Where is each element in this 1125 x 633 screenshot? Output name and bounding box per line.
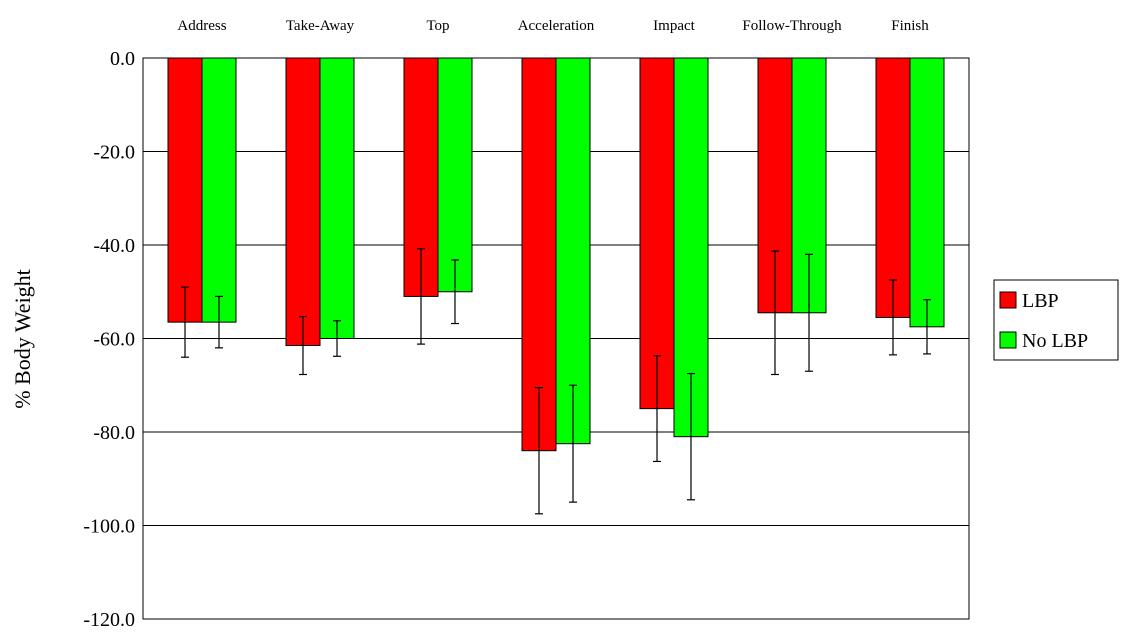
category-label: Take-Away: [286, 18, 355, 34]
bar-no-lbp: [909, 57, 945, 328]
y-tick-label: -100.0: [83, 516, 135, 538]
legend-swatch-lbp: [999, 291, 1017, 309]
bar-no-lbp: [555, 57, 591, 445]
category-label: Top: [426, 18, 449, 34]
bar-no-lbp: [201, 57, 237, 323]
category-label: Acceleration: [518, 18, 595, 34]
y-tick-labels: 0.0 -20.0 -40.0 -60.0 -80.0 -100.0 -120.0: [83, 48, 135, 631]
bar-lbp: [285, 57, 321, 347]
category-label: Impact: [653, 18, 695, 34]
legend-label-no-lbp: No LBP: [1022, 330, 1088, 352]
category-labels: Address Take-Away Top Acceleration Impact Fol…: [177, 18, 929, 34]
y-tick-label: -80.0: [93, 422, 135, 444]
legend: LBP No LBP: [993, 279, 1119, 361]
y-axis-title: % Body Weight: [10, 269, 35, 409]
y-tick-label: 0.0: [110, 48, 135, 70]
y-tick-label: -40.0: [93, 235, 135, 257]
bar-no-lbp: [437, 57, 473, 293]
category-label: Follow-Through: [742, 18, 842, 34]
category-label: Address: [177, 18, 226, 34]
category-label: Finish: [891, 18, 929, 34]
y-tick-label: -20.0: [93, 142, 135, 164]
bar-lbp: [167, 57, 203, 323]
legend-swatch-no-lbp: [999, 331, 1017, 349]
legend-label-lbp: LBP: [1022, 290, 1059, 312]
bar-lbp: [875, 57, 911, 318]
bars: [167, 57, 945, 452]
y-tick-label: -60.0: [93, 329, 135, 351]
error-bars: [181, 248, 931, 515]
plot-frame: [142, 57, 970, 620]
y-tick-label: -120.0: [83, 609, 135, 631]
bar-no-lbp: [319, 57, 355, 339]
